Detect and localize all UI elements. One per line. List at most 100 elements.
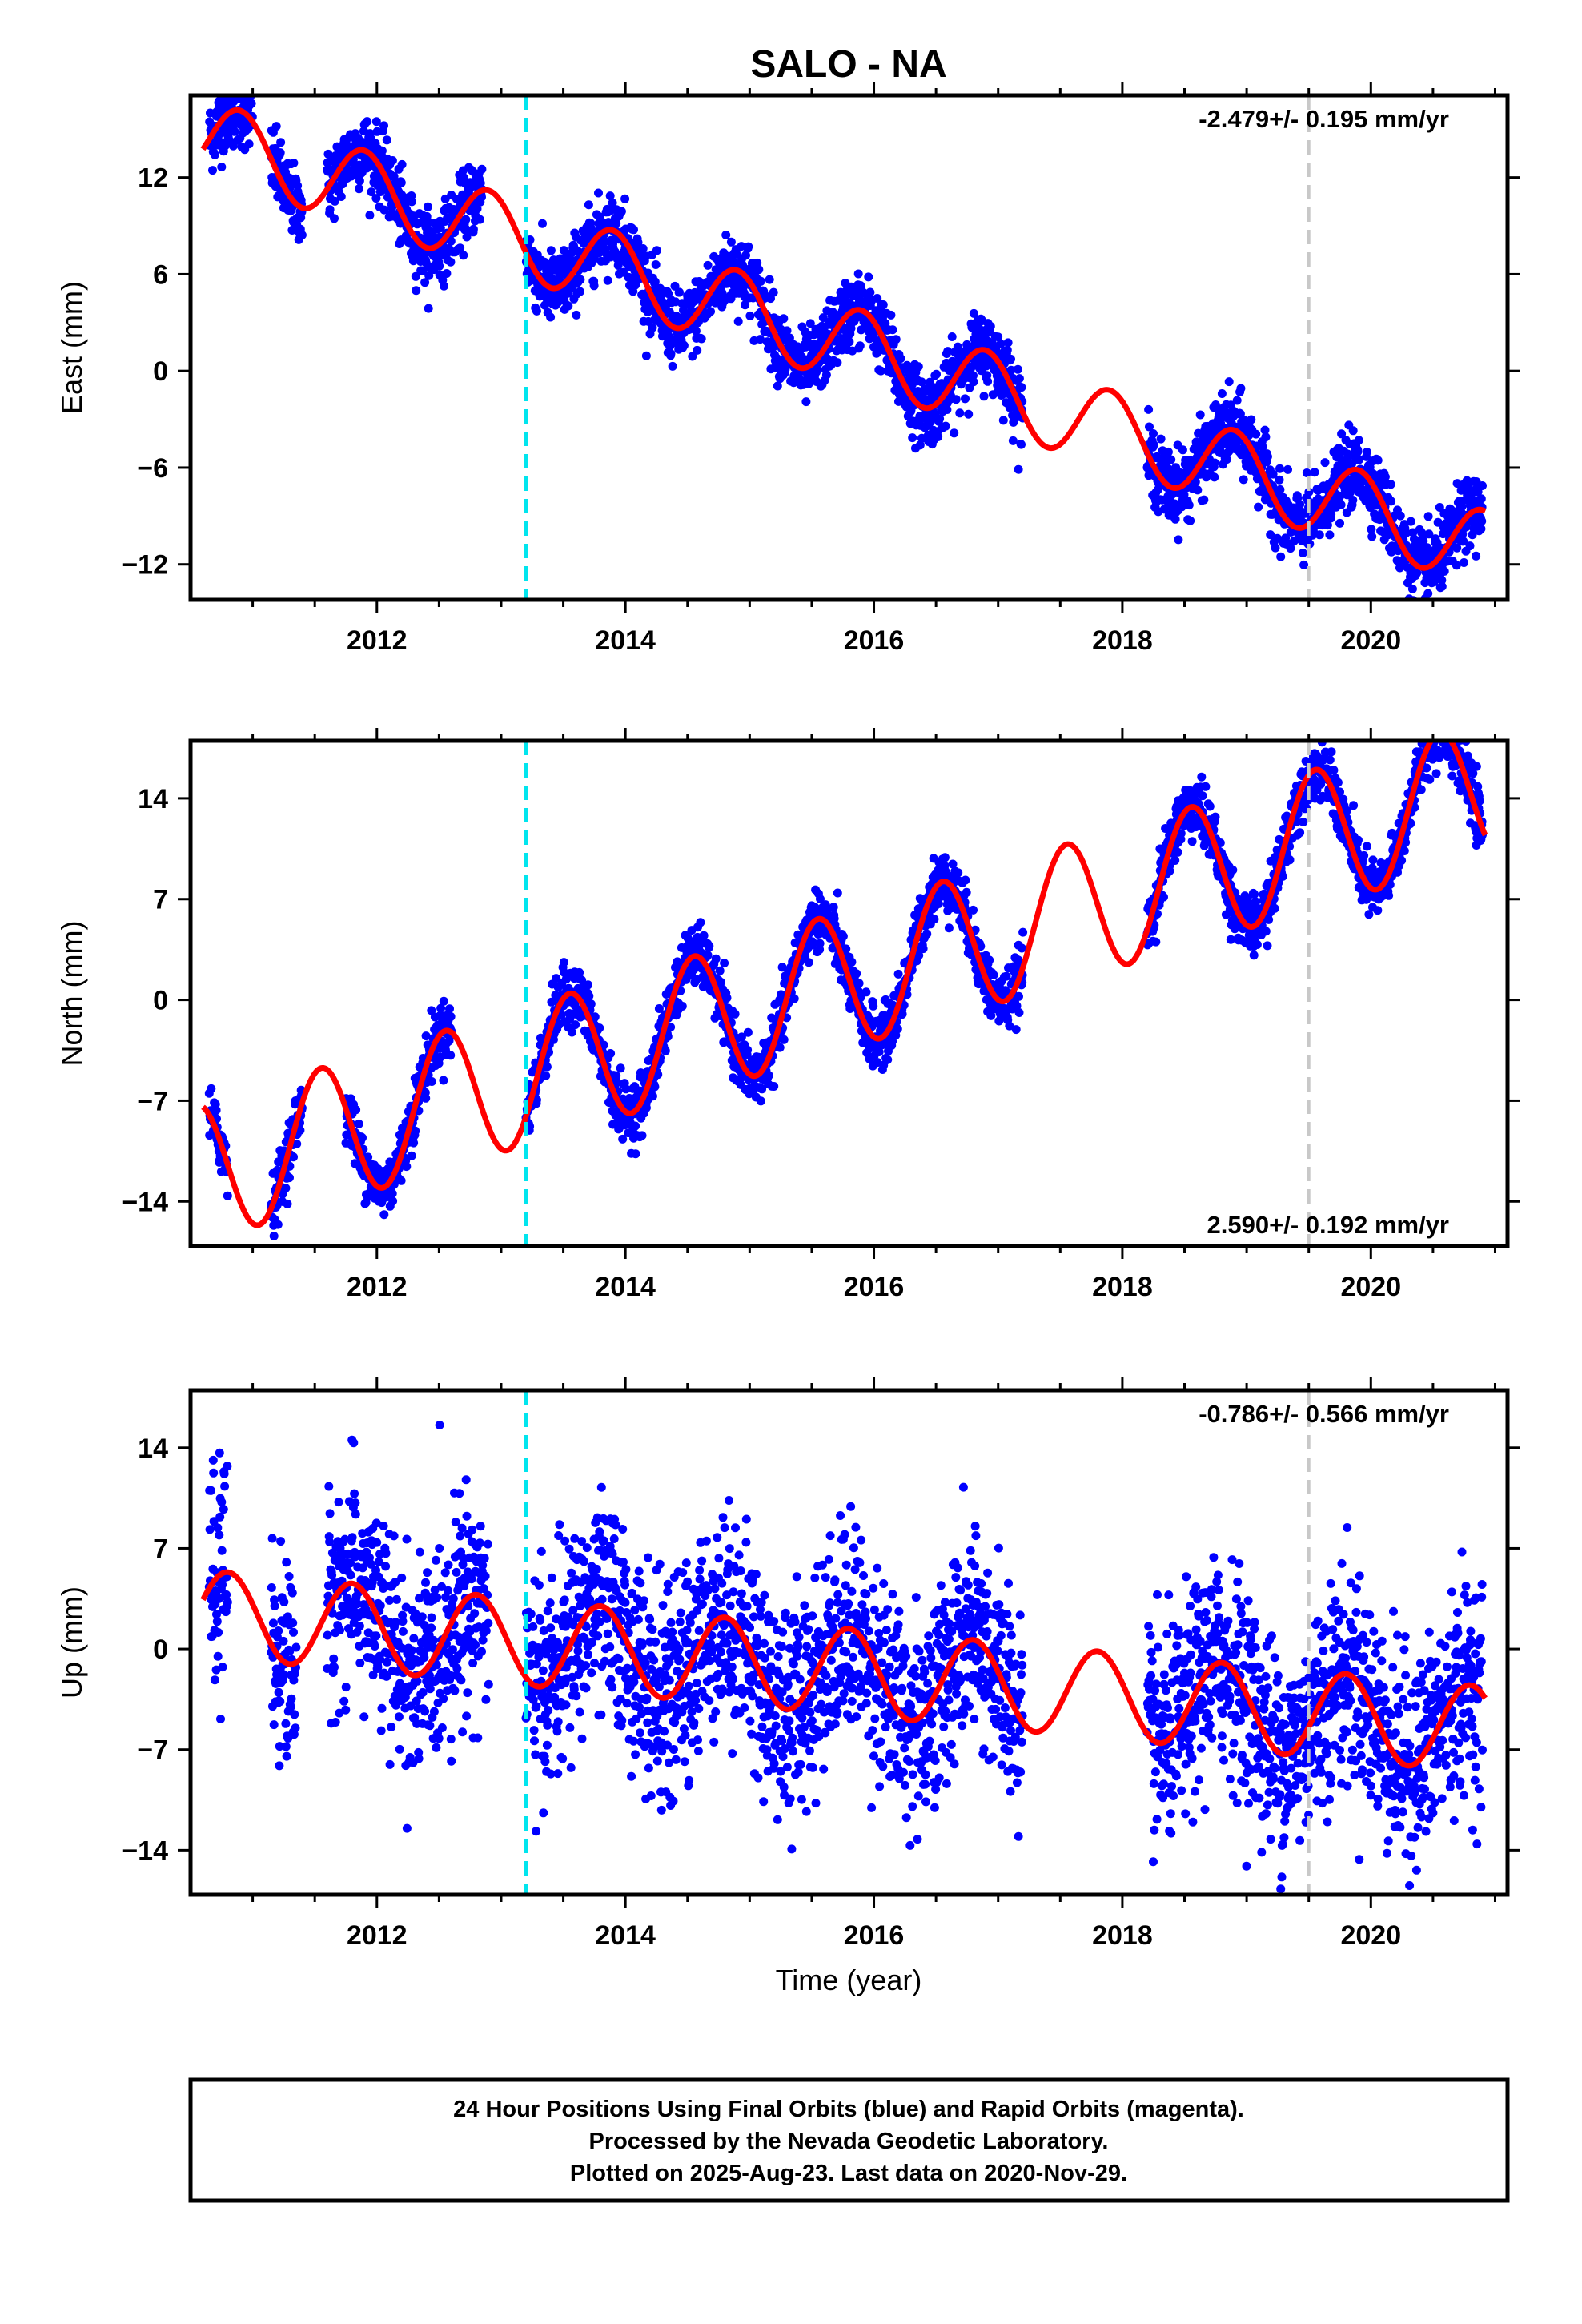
data-point (379, 205, 389, 215)
data-point (715, 966, 725, 975)
data-point (397, 159, 407, 169)
data-point (541, 1071, 551, 1080)
data-point (743, 1027, 753, 1037)
data-point (232, 79, 241, 88)
data-point (435, 261, 444, 271)
data-point (1395, 511, 1405, 521)
data-point (459, 251, 468, 260)
data-point (934, 432, 943, 441)
data-point (1302, 468, 1311, 477)
data-point (330, 214, 339, 223)
data-point (1401, 529, 1411, 537)
data-point (1144, 404, 1154, 414)
data-point (584, 991, 594, 1001)
data-point (1477, 517, 1487, 526)
data-point (679, 340, 689, 350)
data-point (969, 308, 978, 318)
data-point (1353, 447, 1363, 456)
data-point (576, 275, 585, 284)
data-point (1423, 512, 1433, 521)
y-tick-label: −6 (137, 453, 168, 484)
data-point (599, 1040, 608, 1050)
data-point (651, 260, 661, 269)
model-curve (200, 107, 1487, 571)
data-point (231, 79, 239, 88)
data-point (722, 993, 732, 1003)
data-point (893, 969, 903, 979)
data-point (424, 271, 434, 280)
data-point (283, 1199, 292, 1208)
data-point (1239, 475, 1248, 485)
data-point (1437, 576, 1447, 585)
data-point (1251, 429, 1261, 439)
data-point (230, 127, 239, 136)
data-point (947, 332, 957, 341)
data-point (1367, 525, 1376, 534)
data-point (289, 159, 299, 167)
data-point (462, 232, 472, 242)
data-point (584, 980, 592, 990)
data-point (1325, 530, 1335, 540)
data-point (801, 397, 811, 407)
data-point (1266, 530, 1275, 540)
data-point (934, 899, 943, 908)
data-point (330, 196, 339, 206)
data-point (584, 200, 593, 210)
data-point (1271, 543, 1280, 553)
data-point (888, 325, 897, 335)
data-point (733, 316, 743, 326)
data-point (468, 224, 478, 234)
data-point (1261, 432, 1271, 442)
data-point (572, 310, 581, 320)
data-point (775, 1043, 785, 1052)
data-point (720, 959, 729, 968)
data-point (955, 408, 965, 418)
data-point (1275, 464, 1284, 473)
data-point (1476, 524, 1486, 533)
data-point (1465, 541, 1475, 551)
data-point (532, 1095, 541, 1104)
data-point (986, 322, 995, 331)
data-point (1476, 494, 1486, 504)
data-point (603, 275, 612, 285)
data-point (913, 362, 923, 372)
data-point (379, 1210, 389, 1220)
data-point (782, 326, 792, 336)
y-tick-label: 0 (153, 356, 168, 387)
data-point (610, 247, 620, 256)
data-point (475, 215, 484, 224)
data-point (546, 312, 556, 322)
data-point (1210, 472, 1219, 482)
data-point (1008, 436, 1018, 445)
data-point (1263, 452, 1272, 461)
data-point (764, 1071, 773, 1080)
data-point (546, 246, 556, 255)
data-point (325, 205, 335, 215)
data-point (1159, 505, 1169, 514)
data-point (616, 1063, 625, 1073)
data-point (281, 1184, 291, 1193)
data-point (918, 944, 928, 954)
data-point (442, 269, 452, 278)
data-point (211, 1105, 221, 1115)
data-point (371, 194, 381, 203)
plot-frame (188, 93, 1510, 602)
data-point (412, 286, 421, 296)
data-point (705, 941, 714, 951)
data-point (969, 377, 978, 387)
data-point (717, 978, 725, 987)
data-point (446, 236, 456, 246)
data-point (789, 994, 799, 1003)
data-point (730, 1009, 740, 1019)
data-point (650, 1082, 660, 1092)
data-point (773, 381, 782, 391)
data-point (629, 225, 638, 235)
data-point (1424, 529, 1434, 539)
data-point (838, 931, 848, 941)
data-point (423, 202, 432, 211)
data-point (612, 1071, 621, 1080)
data-point (247, 99, 256, 108)
data-point (379, 121, 388, 131)
